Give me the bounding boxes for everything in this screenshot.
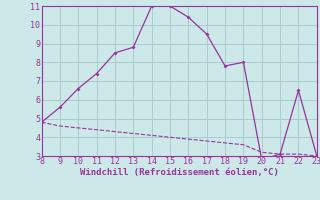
X-axis label: Windchill (Refroidissement éolien,°C): Windchill (Refroidissement éolien,°C)	[80, 168, 279, 177]
